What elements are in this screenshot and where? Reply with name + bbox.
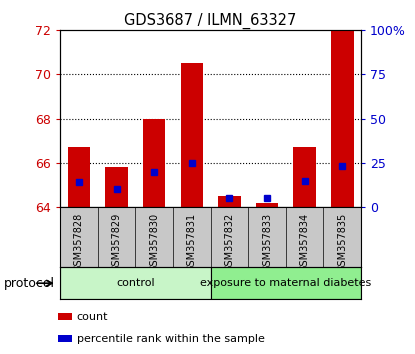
Text: percentile rank within the sample: percentile rank within the sample <box>77 333 264 344</box>
Bar <box>331 30 354 207</box>
Text: protocol: protocol <box>4 277 55 290</box>
Bar <box>181 63 203 207</box>
Text: control: control <box>116 278 155 288</box>
Bar <box>105 167 128 207</box>
Text: GSM357831: GSM357831 <box>187 213 197 272</box>
Bar <box>60 267 211 299</box>
Text: GSM357834: GSM357834 <box>300 213 310 272</box>
Text: GSM357828: GSM357828 <box>74 213 84 272</box>
Bar <box>211 267 361 299</box>
Text: GSM357829: GSM357829 <box>112 213 122 272</box>
Bar <box>58 335 72 342</box>
Title: GDS3687 / ILMN_63327: GDS3687 / ILMN_63327 <box>124 12 297 29</box>
Bar <box>143 119 166 207</box>
Bar <box>293 147 316 207</box>
Bar <box>58 313 72 320</box>
Text: GSM357833: GSM357833 <box>262 213 272 272</box>
Text: exposure to maternal diabetes: exposure to maternal diabetes <box>200 278 371 288</box>
Text: GSM357832: GSM357832 <box>225 213 234 272</box>
Bar <box>68 147 90 207</box>
Bar <box>218 196 241 207</box>
Text: count: count <box>77 312 108 322</box>
Text: GSM357830: GSM357830 <box>149 213 159 272</box>
Text: GSM357835: GSM357835 <box>337 213 347 272</box>
Bar <box>256 202 278 207</box>
